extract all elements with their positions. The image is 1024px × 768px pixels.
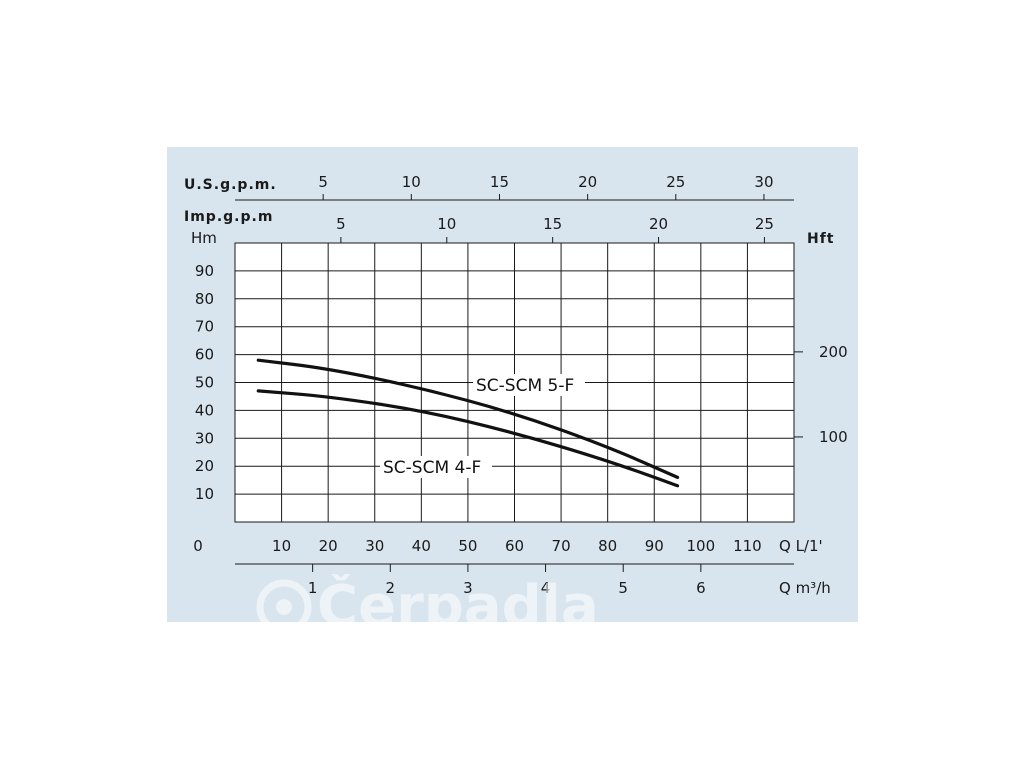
x-axis-title: Q L/1' xyxy=(779,537,823,555)
impgpm-tick-label: 15 xyxy=(543,215,562,233)
usgpm-tick-label: 10 xyxy=(402,173,421,191)
m3h-tick-label: 5 xyxy=(618,579,628,597)
x-tick-label: 10 xyxy=(272,537,291,555)
axis-labels: 0 10 20 30 40 50 60 70 80 90 100 110 Q L/1'102030405… xyxy=(184,173,848,597)
chart-panel: SC-SCM 5-F SC-SCM 4-F 0 10 20 30 40 50 60 70 80 90… xyxy=(167,147,858,622)
usgpm-tick-label: 30 xyxy=(754,173,773,191)
y-tick-label: 50 xyxy=(195,374,214,392)
watermark-text: Čerpadla xyxy=(317,574,599,622)
secondary-axes xyxy=(235,194,803,572)
pump-performance-chart: SC-SCM 5-F SC-SCM 4-F 0 10 20 30 40 50 60 70 80 90… xyxy=(184,173,848,622)
x-tick-label: 70 xyxy=(552,537,571,555)
impgpm-tick-label: 20 xyxy=(649,215,668,233)
usgpm-tick-label: 15 xyxy=(490,173,509,191)
usgpm-tick-label: 25 xyxy=(666,173,685,191)
x-tick-label: 80 xyxy=(598,537,617,555)
y-tick-label: 20 xyxy=(195,457,214,475)
y-tick-label: 60 xyxy=(195,346,214,364)
usgpm-tick-label: 5 xyxy=(318,173,328,191)
x-tick-label: 20 xyxy=(319,537,338,555)
x-tick-label: 0 xyxy=(193,537,203,555)
y-tick-label: 70 xyxy=(195,318,214,336)
hft-tick-label: 200 xyxy=(819,343,848,361)
m3h-tick-label: 6 xyxy=(696,579,706,597)
m3h-tick-label: 4 xyxy=(541,579,551,597)
x-tick-label: 90 xyxy=(645,537,664,555)
hft-axis-title: Hft xyxy=(807,231,835,247)
m3h-tick-label: 1 xyxy=(308,579,318,597)
x-tick-label: 30 xyxy=(365,537,384,555)
series-line-1 xyxy=(256,358,680,479)
watermark-logo: Čerpadla xyxy=(256,574,599,622)
x-tick-label: 40 xyxy=(412,537,431,555)
impgpm-axis-title: Imp.g.p.m xyxy=(184,209,273,225)
m3h-tick-label: 2 xyxy=(386,579,396,597)
y-tick-label: 30 xyxy=(195,429,214,447)
impgpm-tick-label: 25 xyxy=(755,215,774,233)
y-tick-label: 10 xyxy=(195,485,214,503)
m3h-axis-title: Q m³/h xyxy=(779,579,831,597)
grid-lines xyxy=(235,243,794,522)
hft-tick-label: 100 xyxy=(819,428,848,446)
series-label-1: SC-SCM 5-F xyxy=(476,376,574,396)
impgpm-tick-label: 10 xyxy=(437,215,456,233)
y-tick-label: 90 xyxy=(195,262,214,280)
x-tick-label: 100 xyxy=(687,537,716,555)
y-tick-label: 40 xyxy=(195,401,214,419)
y-tick-label: 80 xyxy=(195,290,214,308)
x-tick-label: 60 xyxy=(505,537,524,555)
series-label-2: SC-SCM 4-F xyxy=(383,458,481,478)
series-label-bg xyxy=(380,456,492,478)
usgpm-axis-title: U.S.g.p.m. xyxy=(184,177,277,193)
curves: SC-SCM 5-F SC-SCM 4-F xyxy=(256,358,680,488)
y-axis-title: Hm xyxy=(191,229,217,247)
series-line-2 xyxy=(256,389,680,488)
x-tick-label: 50 xyxy=(458,537,477,555)
x-tick-label: 110 xyxy=(733,537,762,555)
m3h-tick-label: 3 xyxy=(463,579,473,597)
series-label-bg xyxy=(473,374,585,396)
usgpm-tick-label: 20 xyxy=(578,173,597,191)
impgpm-tick-label: 5 xyxy=(336,215,346,233)
